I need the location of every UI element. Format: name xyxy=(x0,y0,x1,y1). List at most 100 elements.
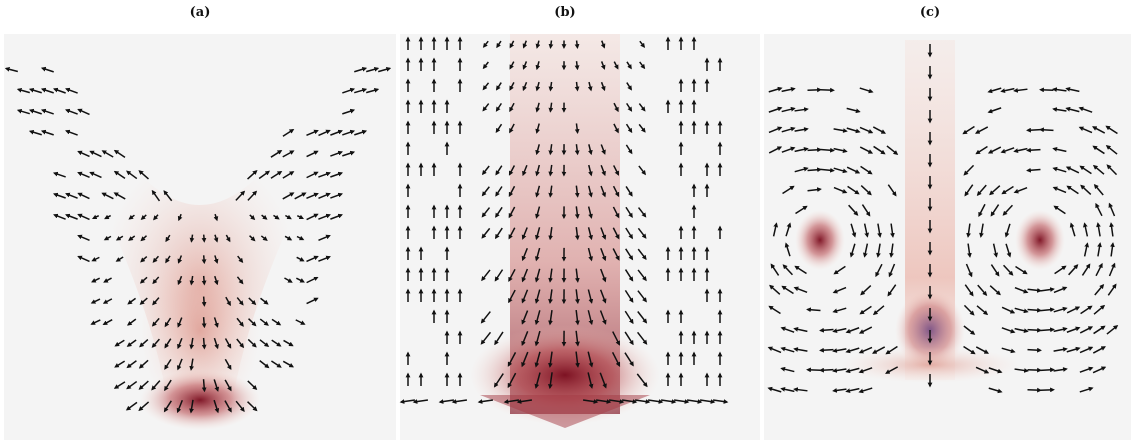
arrow xyxy=(247,338,257,348)
arrow xyxy=(521,247,528,262)
arrow xyxy=(781,86,796,93)
arrow xyxy=(366,66,380,73)
arrow xyxy=(637,311,648,324)
arrow xyxy=(260,235,268,241)
arrow xyxy=(89,150,102,158)
arrow xyxy=(859,146,874,154)
arrow xyxy=(1066,346,1081,353)
arrow xyxy=(595,399,612,404)
arrow xyxy=(125,401,138,411)
arrow xyxy=(887,284,897,297)
arrow xyxy=(860,165,873,175)
arrow xyxy=(966,223,971,238)
arrow xyxy=(877,223,882,238)
arrow xyxy=(574,144,580,156)
arrow xyxy=(963,164,975,176)
arrow xyxy=(964,284,974,297)
arrow xyxy=(399,399,416,404)
arrow xyxy=(535,61,541,71)
arrow xyxy=(872,305,885,316)
arrow xyxy=(1001,327,1016,334)
arrow xyxy=(306,171,319,179)
arrow xyxy=(481,165,490,176)
arrow xyxy=(534,351,541,368)
arrow xyxy=(378,66,392,73)
arrow xyxy=(259,318,269,326)
arrow xyxy=(306,297,319,305)
arrow xyxy=(201,296,207,307)
arrow xyxy=(807,167,822,173)
arrow xyxy=(270,150,283,158)
arrow xyxy=(712,399,729,404)
arrow xyxy=(224,338,232,349)
arrow xyxy=(213,317,219,328)
arrow xyxy=(965,263,973,278)
arrow xyxy=(1027,327,1042,333)
arrow xyxy=(247,170,258,180)
arrow xyxy=(101,150,114,158)
arrow xyxy=(990,204,1000,217)
arrow xyxy=(1001,185,1014,195)
arrow xyxy=(858,346,873,354)
arrow xyxy=(139,297,148,305)
arrow xyxy=(795,205,808,215)
arrow xyxy=(613,123,619,134)
arrow xyxy=(574,227,580,241)
arrow xyxy=(1107,283,1117,296)
arrow xyxy=(574,268,580,283)
arrow xyxy=(977,284,988,297)
arrow xyxy=(886,145,899,155)
arrow xyxy=(224,400,232,413)
arrow xyxy=(989,285,1001,296)
arrow xyxy=(77,150,90,158)
arrow xyxy=(587,185,593,198)
arrow xyxy=(273,214,280,220)
arrow xyxy=(599,310,607,325)
arrow xyxy=(28,108,42,115)
arrow xyxy=(807,87,822,93)
arrow xyxy=(625,206,633,218)
arrow xyxy=(833,167,848,174)
arrow xyxy=(177,275,183,286)
arrow xyxy=(163,190,173,202)
arrow xyxy=(128,235,136,241)
arrow xyxy=(507,352,517,367)
arrow xyxy=(248,318,257,327)
arrow xyxy=(213,275,219,286)
arrow xyxy=(140,255,148,263)
arrow xyxy=(306,192,319,200)
arrow xyxy=(611,351,621,367)
arrow xyxy=(963,345,976,355)
arrow xyxy=(1027,287,1042,293)
arrow xyxy=(1093,183,1104,196)
arrow xyxy=(847,185,860,195)
arrow xyxy=(820,167,835,173)
arrow xyxy=(637,290,647,303)
arrow xyxy=(574,123,580,134)
arrow xyxy=(768,86,783,93)
arrow xyxy=(284,277,293,283)
arrow xyxy=(612,206,620,219)
arrow xyxy=(508,268,516,282)
arrow xyxy=(613,165,619,176)
arrow xyxy=(988,387,1003,394)
arrow xyxy=(987,87,1002,94)
arrow xyxy=(201,234,207,243)
arrow xyxy=(987,146,1002,154)
arrow xyxy=(283,339,294,347)
arrow xyxy=(1052,166,1067,173)
arrow xyxy=(1052,186,1067,194)
arrow xyxy=(548,372,553,390)
arrow xyxy=(522,61,528,70)
arrow xyxy=(807,187,822,193)
arrow xyxy=(249,235,256,242)
arrow xyxy=(177,255,183,264)
arrow xyxy=(235,400,245,412)
arrow xyxy=(625,186,633,197)
arrow xyxy=(1106,325,1119,335)
arrow xyxy=(1052,146,1067,153)
arrow xyxy=(600,247,607,262)
arrow xyxy=(548,185,554,198)
arrow xyxy=(858,367,873,374)
arrow xyxy=(495,123,503,134)
